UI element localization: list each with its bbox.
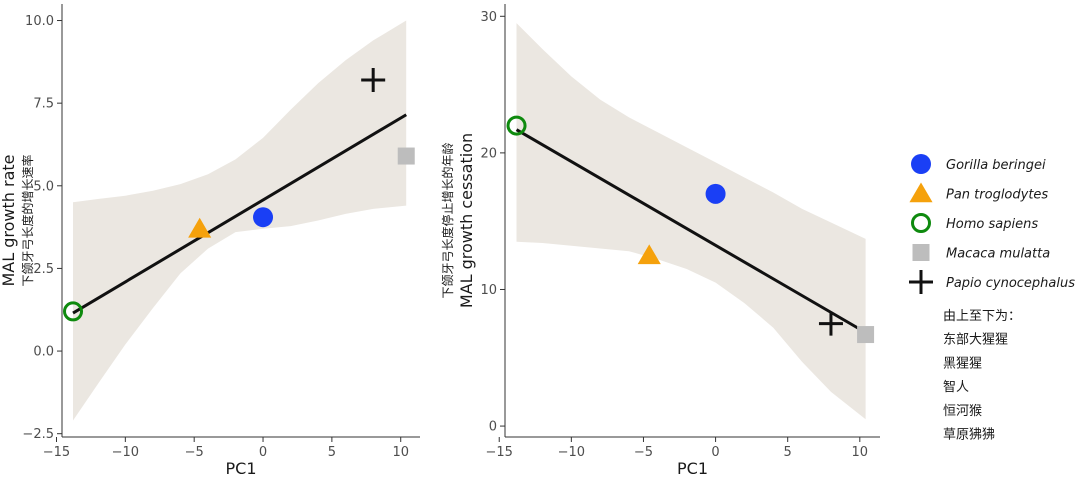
note-line: 恒河猴 <box>943 404 982 419</box>
confidence-band-area <box>73 20 407 421</box>
legend-label: Homo sapiens <box>946 217 1038 232</box>
y-tick-label: 10 <box>480 283 497 298</box>
y-ticks: 0 10 20 30 <box>480 10 505 435</box>
panel-growth-cessation: −15 −10 −5 0 5 10 0 10 20 30 PC1 MAL growth cess… <box>440 4 880 478</box>
note-line: 黑猩猩 <box>943 356 982 371</box>
data-point <box>637 244 661 265</box>
note-line: 草原狒狒 <box>943 428 995 443</box>
y-axis-title: MAL growth rate <box>0 154 18 286</box>
x-tick-label: −15 <box>43 445 70 460</box>
data-point <box>818 311 843 336</box>
x-tick-label: 10 <box>852 445 869 460</box>
data-points <box>506 115 875 344</box>
x-tick-label: 0 <box>259 445 267 460</box>
y-tick-label: 10.0 <box>25 14 54 29</box>
legend-label: Macaca mulatta <box>946 247 1050 262</box>
data-point <box>705 183 726 204</box>
legend-label: Gorilla beringei <box>946 158 1046 173</box>
confidence-band-area <box>516 23 866 420</box>
fit-line <box>515 128 867 334</box>
y-axis-title: MAL growth cessation <box>457 133 476 308</box>
data-point <box>361 68 386 93</box>
data-point <box>857 326 875 344</box>
y-tick-label: 0.0 <box>33 345 54 360</box>
x-tick-label: −15 <box>486 445 513 460</box>
x-tick-label: 10 <box>392 445 409 460</box>
note-line: 智人 <box>943 380 969 395</box>
y-tick-label: 7.5 <box>33 97 54 112</box>
regression-line <box>515 128 867 334</box>
x-tick-label: −5 <box>185 445 204 460</box>
data-point <box>397 147 415 165</box>
y-tick-label: 5.0 <box>33 179 54 194</box>
data-point <box>506 115 527 136</box>
x-tick-label: 5 <box>328 445 336 460</box>
y-tick-label: 20 <box>480 146 497 161</box>
x-tick-label: −10 <box>112 445 139 460</box>
legend-label: Papio cynocephalus <box>946 276 1075 291</box>
y-tick-label: −2.5 <box>22 427 54 442</box>
axes <box>504 4 880 438</box>
x-tick-label: −10 <box>558 445 585 460</box>
species-note: 由上至下为： 东部大猩猩 黑猩猩 智人 恒河猴 草原狒狒 <box>943 309 1021 443</box>
regression-line <box>72 113 407 315</box>
data-points <box>63 68 415 322</box>
confidence-band <box>73 20 407 421</box>
x-axis-title: PC1 <box>677 459 708 478</box>
panel-growth-rate: −15 −10 −5 0 5 10 −2.5 0.0 2.5 5.0 7.5 10.0 PC1 MA… <box>0 4 420 478</box>
data-point <box>253 207 274 228</box>
y-axis-title-chinese: 下颌牙弓长度的增长速率 <box>20 154 35 286</box>
legend-label: Pan troglodytes <box>946 188 1048 203</box>
note-title: 由上至下为： <box>943 309 1021 324</box>
y-tick-label: 0 <box>489 420 497 435</box>
fit-line <box>72 113 407 315</box>
x-axis-title: PC1 <box>226 459 257 478</box>
data-point <box>63 301 84 322</box>
note-line: 东部大猩猩 <box>943 333 1008 348</box>
legend-key <box>909 270 933 294</box>
y-tick-label: 30 <box>480 10 497 25</box>
y-ticks: −2.5 0.0 2.5 5.0 7.5 10.0 <box>22 14 62 442</box>
data-point <box>188 217 212 238</box>
confidence-band <box>516 23 866 420</box>
x-tick-label: 5 <box>784 445 792 460</box>
legend-key <box>911 213 931 233</box>
legend: Gorilla beringei Pan troglodytes Homo sapi… <box>909 154 1075 294</box>
x-ticks: −15 −10 −5 0 5 10 <box>486 437 869 460</box>
x-ticks: −15 −10 −5 0 5 10 <box>43 437 409 460</box>
legend-key <box>909 182 933 203</box>
y-tick-label: 2.5 <box>33 262 54 277</box>
x-tick-label: −5 <box>634 445 653 460</box>
axes <box>61 4 420 438</box>
legend-key <box>912 244 930 261</box>
x-tick-label: 0 <box>711 445 719 460</box>
legend-key <box>911 154 931 174</box>
y-axis-title-chinese: 下颌牙弓长度停止增长的年龄 <box>440 142 455 298</box>
